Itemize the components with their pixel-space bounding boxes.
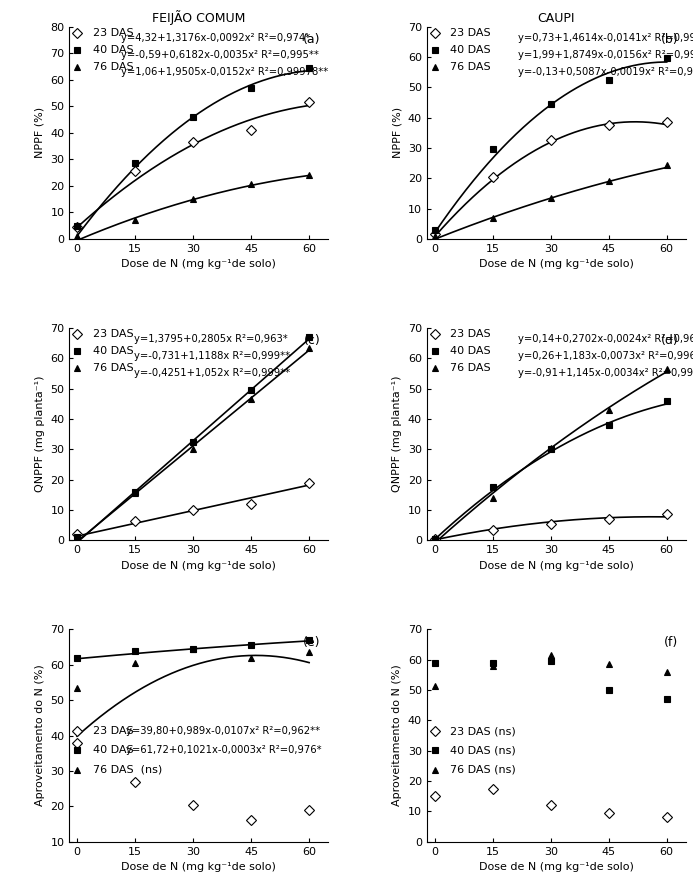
Text: y=61,72+0,1021x-0,0003x² R²=0,976*: y=61,72+0,1021x-0,0003x² R²=0,976*: [126, 745, 322, 756]
Text: 23 DAS: 23 DAS: [93, 330, 133, 339]
X-axis label: Dose de N (mg kg⁻¹de solo): Dose de N (mg kg⁻¹de solo): [121, 561, 277, 571]
X-axis label: Dose de N (mg kg⁻¹de solo): Dose de N (mg kg⁻¹de solo): [479, 561, 634, 571]
Text: 23 DAS (ns): 23 DAS (ns): [450, 727, 516, 736]
Text: 76 DAS: 76 DAS: [93, 363, 133, 373]
Text: (b): (b): [660, 33, 678, 46]
Text: (a): (a): [303, 33, 321, 46]
Text: y=0,26+1,183x-0,0073x² R²=0,996**: y=0,26+1,183x-0,0073x² R²=0,996**: [518, 352, 693, 361]
Title: CAUPI: CAUPI: [538, 12, 575, 26]
Text: y=-0,13+0,5087x-0,0019x² R²=0,999**: y=-0,13+0,5087x-0,0019x² R²=0,999**: [518, 67, 693, 77]
Text: y=4,32+1,3176x-0,0092x² R²=0,974*: y=4,32+1,3176x-0,0092x² R²=0,974*: [121, 33, 310, 43]
Text: 23 DAS: 23 DAS: [93, 727, 133, 736]
Y-axis label: NPPF (%): NPPF (%): [35, 107, 45, 159]
X-axis label: Dose de N (mg kg⁻¹de solo): Dose de N (mg kg⁻¹de solo): [121, 260, 277, 269]
Text: 40 DAS: 40 DAS: [93, 745, 133, 756]
Text: 76 DAS  (ns): 76 DAS (ns): [93, 765, 162, 774]
Text: y=0,73+1,4614x-0,0141x² R²=0,994**: y=0,73+1,4614x-0,0141x² R²=0,994**: [518, 33, 693, 43]
Text: (f): (f): [664, 636, 678, 649]
Text: 23 DAS: 23 DAS: [450, 28, 491, 38]
Text: (c): (c): [304, 334, 321, 347]
Text: 40 DAS: 40 DAS: [450, 346, 491, 356]
Text: 76 DAS: 76 DAS: [450, 62, 491, 72]
Text: 40 DAS: 40 DAS: [93, 346, 133, 356]
Y-axis label: Aproveitamento do N (%): Aproveitamento do N (%): [35, 664, 45, 806]
Text: 40 DAS (ns): 40 DAS (ns): [450, 745, 516, 756]
Y-axis label: NPPF (%): NPPF (%): [392, 107, 403, 159]
X-axis label: Dose de N (mg kg⁻¹de solo): Dose de N (mg kg⁻¹de solo): [479, 862, 634, 872]
Y-axis label: QNPPF (mg planta⁻¹): QNPPF (mg planta⁻¹): [392, 376, 403, 493]
Text: 40 DAS: 40 DAS: [93, 45, 133, 55]
Text: 40 DAS: 40 DAS: [450, 45, 491, 55]
Text: (e): (e): [303, 636, 321, 649]
Text: y=-0,731+1,1188x R²=0,999**: y=-0,731+1,1188x R²=0,999**: [134, 352, 290, 361]
Title: FEIJÃO COMUM: FEIJÃO COMUM: [152, 11, 245, 26]
X-axis label: Dose de N (mg kg⁻¹de solo): Dose de N (mg kg⁻¹de solo): [479, 260, 634, 269]
Text: y=1,06+1,9505x-0,0152x² R²=0,99978**: y=1,06+1,9505x-0,0152x² R²=0,99978**: [121, 67, 328, 77]
Text: y=-0,91+1,145x-0,0034x² R²=0,999**: y=-0,91+1,145x-0,0034x² R²=0,999**: [518, 369, 693, 378]
Text: 76 DAS: 76 DAS: [93, 62, 133, 72]
Text: y=1,3795+0,2805x R²=0,963*: y=1,3795+0,2805x R²=0,963*: [134, 334, 288, 345]
Text: 76 DAS: 76 DAS: [450, 363, 491, 373]
Text: (d): (d): [660, 334, 678, 347]
X-axis label: Dose de N (mg kg⁻¹de solo): Dose de N (mg kg⁻¹de solo): [121, 862, 277, 872]
Text: 76 DAS (ns): 76 DAS (ns): [450, 765, 516, 774]
Text: y=-0,59+0,6182x-0,0035x² R²=0,995**: y=-0,59+0,6182x-0,0035x² R²=0,995**: [121, 50, 319, 60]
Y-axis label: Aproveitamento do N (%): Aproveitamento do N (%): [392, 664, 403, 806]
Text: y=0,14+0,2702x-0,0024x² R²=0,962*: y=0,14+0,2702x-0,0024x² R²=0,962*: [518, 334, 693, 345]
Text: y=1,99+1,8749x-0,0156x² R²=0,992**: y=1,99+1,8749x-0,0156x² R²=0,992**: [518, 50, 693, 60]
Text: y=-0,4251+1,052x R²=0,999**: y=-0,4251+1,052x R²=0,999**: [134, 369, 290, 378]
Text: y=39,80+0,989x-0,0107x² R²=0,962**: y=39,80+0,989x-0,0107x² R²=0,962**: [126, 727, 320, 736]
Text: 23 DAS: 23 DAS: [93, 28, 133, 38]
Text: 23 DAS: 23 DAS: [450, 330, 491, 339]
Y-axis label: QNPPF (mg planta⁻¹): QNPPF (mg planta⁻¹): [35, 376, 45, 493]
